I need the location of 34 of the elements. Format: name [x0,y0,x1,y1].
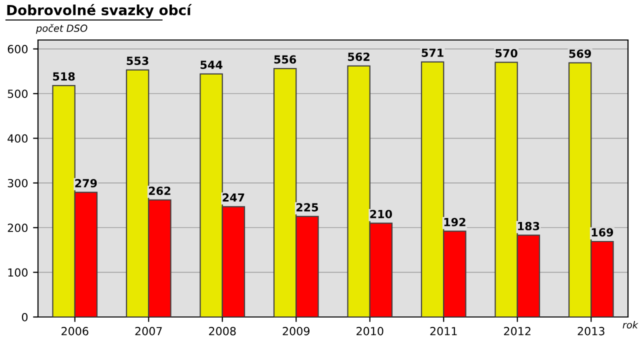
y-tick-label: 0 [22,312,28,322]
y-axis-title: počet DSO [36,24,88,34]
data-label: 192 [444,218,466,226]
data-label: 262 [148,186,170,196]
data-label: 570 [496,49,518,58]
data-label: 169 [592,228,614,237]
data-label: 556 [274,55,296,64]
data-label: 562 [348,52,370,61]
data-label: 518 [53,72,75,81]
data-label: 553 [126,56,148,66]
data-label: 225 [296,203,318,212]
y-tick-label: 100 [8,268,28,277]
x-tick-label: 2011 [430,326,457,336]
x-tick-label: 2007 [135,326,162,336]
y-tick-label: 500 [8,90,28,98]
x-tick-label: 2009 [282,326,310,336]
x-tick-label: 2006 [62,326,88,336]
y-tick-label: 400 [8,134,28,143]
data-label: 183 [518,222,540,230]
data-label: 569 [569,49,591,58]
data-label: 571 [422,48,444,57]
y-tick-label: 300 [8,178,28,188]
data-label: 210 [370,210,392,218]
x-tick-label: 2010 [356,326,384,336]
x-tick-label: 2008 [209,326,236,336]
chart-title: Dobrovolné svazky obcí [7,4,192,18]
data-label: 279 [75,179,97,188]
x-tick-label: 2013 [578,326,604,336]
y-tick-label: 600 [8,44,28,54]
data-label: 544 [200,60,222,70]
x-axis-title: rok [622,321,638,329]
x-tick-label: 2012 [504,326,530,336]
y-tick-label: 200 [8,224,28,232]
data-label: 247 [222,193,244,202]
